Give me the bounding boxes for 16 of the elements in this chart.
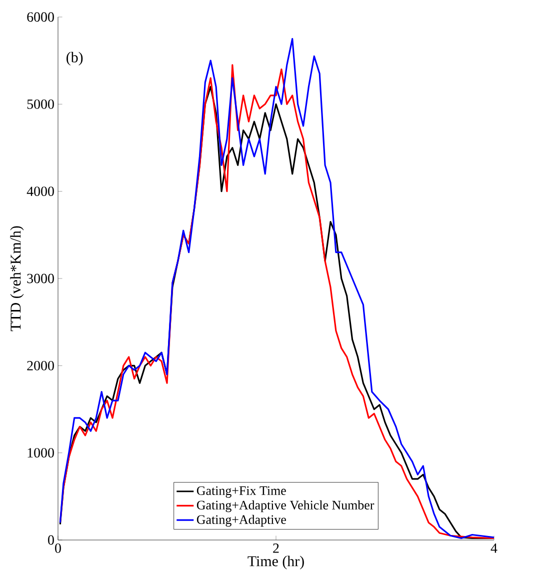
y-tick-label: 3000 [27, 274, 54, 284]
y-tick-label: 2000 [27, 360, 54, 370]
y-tick-label: 4000 [26, 186, 54, 196]
y-tick-label: 5000 [27, 99, 54, 109]
x-tick-label: 4 [490, 544, 498, 553]
legend-label: Gating+Adaptive [196, 514, 286, 527]
x-tick-label: 0 [55, 544, 61, 553]
y-tick-label: 6000 [27, 12, 54, 22]
y-tick-label: 0 [48, 535, 54, 545]
annotation: (b) [66, 52, 83, 66]
y-tick-label: 1000 [28, 448, 54, 458]
x-axis-title: Time (hr) [248, 556, 304, 570]
y-axis-title: TTD (veh*Km/h) [10, 226, 24, 332]
legend-label: Gating+Fix Time [196, 486, 286, 498]
legend-label: Gating+Adaptive Vehicle Number [196, 500, 374, 512]
x-tick-label: 2 [273, 544, 279, 553]
